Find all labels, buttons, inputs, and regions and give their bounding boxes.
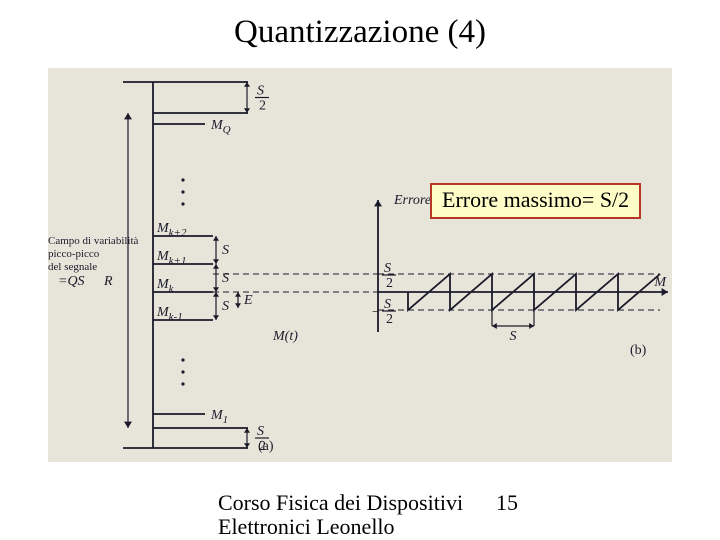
svg-text:M1: M1 (210, 408, 228, 426)
svg-text:S: S (384, 297, 391, 312)
svg-text:picco-picco: picco-picco (48, 248, 100, 260)
svg-text:−: − (372, 305, 380, 320)
svg-text:E: E (243, 293, 253, 308)
svg-text:S: S (257, 424, 264, 439)
svg-text:R: R (103, 274, 113, 289)
svg-text:S: S (510, 329, 517, 344)
footer-text-1: Corso Fisica dei Dispositivi (218, 490, 463, 516)
svg-text:2: 2 (259, 99, 266, 114)
svg-text:Campo di variabilità: Campo di variabilità (48, 235, 139, 247)
svg-text:S: S (222, 243, 229, 258)
footer-text-2: Elettronici Leonello (218, 514, 395, 540)
error-callout: Errore massimo= S/2 (430, 183, 641, 219)
svg-text:(a): (a) (258, 439, 274, 454)
svg-text:S: S (222, 271, 229, 286)
svg-text:del segnale: del segnale (48, 261, 97, 273)
svg-text:S: S (257, 84, 264, 99)
svg-text:S: S (222, 299, 229, 314)
svg-text:S: S (384, 261, 391, 276)
svg-text:MQ: MQ (210, 118, 231, 136)
page-number: 15 (496, 490, 518, 516)
svg-text:2: 2 (386, 276, 393, 291)
svg-text:M(t): M(t) (272, 329, 298, 344)
slide-title: Quantizzazione (4) (0, 14, 720, 51)
svg-text:(b): (b) (630, 343, 647, 358)
svg-text:2: 2 (386, 312, 393, 327)
svg-text:=QS: =QS (58, 274, 85, 289)
quantization-diagram: S2S2MQM1Mk+2Mk+1MkMk-1SSSECampo di varia… (48, 68, 672, 462)
